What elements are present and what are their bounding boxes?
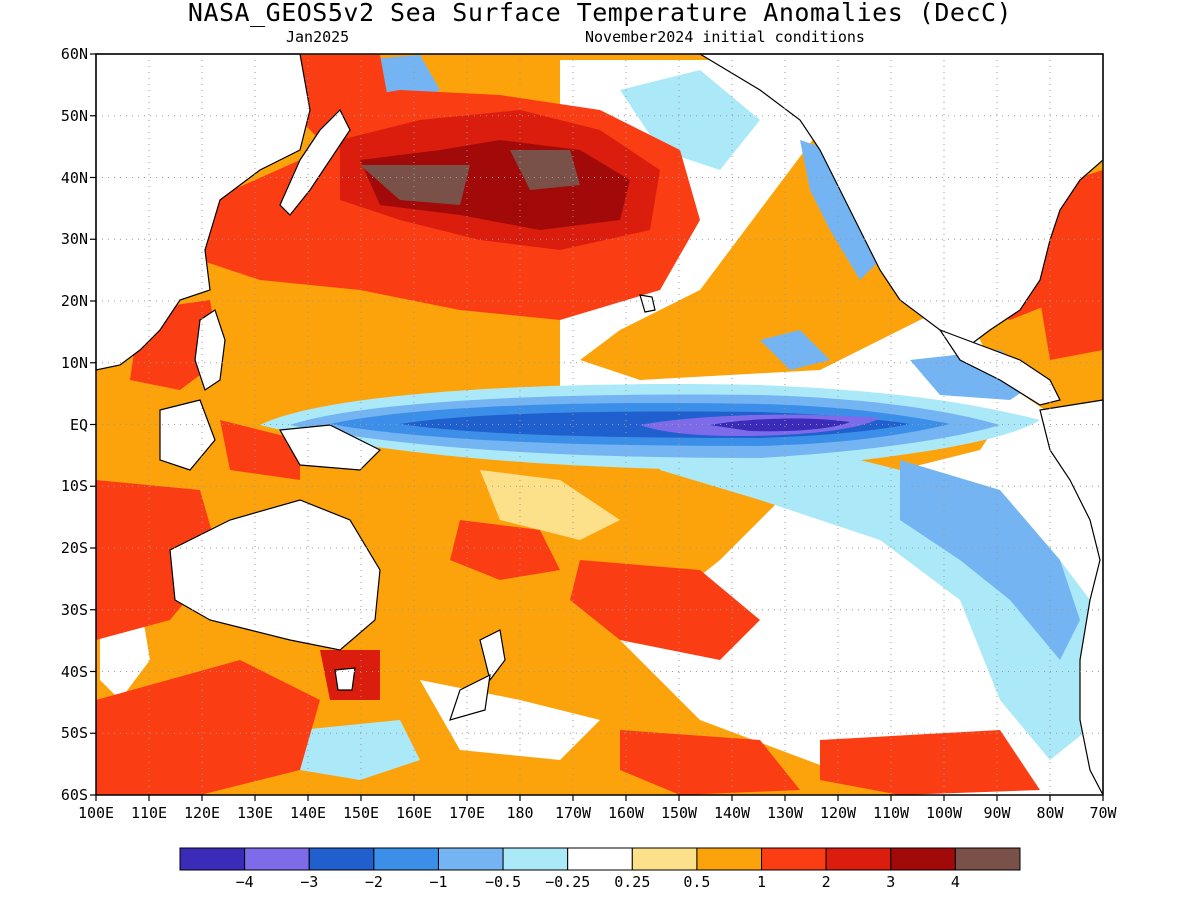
colorbar-tick-label: 3 — [886, 873, 896, 891]
colorbar-tick-label: 4 — [950, 873, 960, 891]
colorbar-tick-label: −3 — [300, 873, 319, 891]
lat-label: 30S — [60, 600, 88, 619]
lat-label: 10N — [60, 353, 88, 372]
lon-label: 130W — [766, 804, 804, 822]
initial-conditions: November2024 initial conditions — [585, 28, 865, 46]
lat-label: 60S — [60, 786, 88, 804]
lat-label: 20N — [60, 292, 88, 310]
lon-label: 120E — [183, 804, 221, 822]
colorbar-swatch — [567, 847, 633, 871]
lon-label: 150W — [660, 804, 698, 822]
colorbar-swatch — [437, 847, 504, 871]
field-south-warm — [96, 420, 1040, 795]
map-title: NASA_GEOS5v2 Sea Surface Temperature Ano… — [187, 0, 1013, 27]
colorbar-tick-label: 0.25 — [614, 873, 651, 891]
japan-island — [279, 108, 351, 216]
new-zealand-north — [479, 629, 506, 682]
lon-label: 140E — [289, 804, 327, 822]
lon-label: 140W — [713, 804, 751, 822]
lon-label: 170E — [448, 804, 486, 822]
lat-label: 10S — [60, 477, 88, 496]
tasmania-island — [334, 667, 356, 691]
colorbar-swatch — [373, 847, 439, 871]
lon-label: 110W — [872, 804, 910, 822]
lon-label: 80W — [1036, 804, 1064, 822]
new-guinea-island — [279, 424, 382, 471]
colorbar-tick-label: 1 — [757, 873, 767, 891]
lon-label: 130E — [236, 804, 274, 822]
australia-continent — [169, 499, 381, 651]
axis-ticks — [90, 53, 1104, 801]
colorbar-swatch — [761, 847, 827, 871]
forecast-month: Jan2025 — [286, 28, 350, 46]
colorbar-tick-label: −2 — [364, 873, 383, 891]
lat-label: 40N — [60, 168, 88, 187]
colorbar-swatch — [696, 847, 763, 871]
colorbar-swatch — [631, 847, 698, 871]
colorbar-tick-label: −1 — [429, 873, 448, 891]
borneo-island — [159, 399, 216, 471]
colorbar-tick-label: −0.5 — [485, 873, 522, 891]
colorbar-swatch — [502, 847, 569, 871]
lon-label: 120W — [819, 804, 857, 822]
colorbar — [179, 847, 1021, 871]
colorbar-swatch — [179, 847, 246, 871]
lat-label: EQ — [69, 415, 88, 434]
lon-label: 100W — [925, 804, 963, 822]
lon-label: 170W — [554, 804, 592, 822]
lon-label: 180 — [506, 804, 534, 822]
lon-label: 100E — [77, 804, 115, 822]
central-america-landmass — [938, 328, 1061, 406]
lat-label: 60N — [60, 45, 88, 63]
colorbar-tick-label: −4 — [235, 873, 254, 891]
colorbar-tick-label: 0.5 — [683, 873, 711, 891]
lon-label: 160W — [607, 804, 645, 822]
colorbar-swatch — [954, 847, 1021, 871]
lat-label: 50S — [60, 724, 88, 743]
hawaii-islands — [639, 294, 656, 313]
colorbar-tick-label: −0.25 — [545, 873, 591, 891]
colorbar-swatch — [308, 847, 375, 871]
lon-label: 90W — [983, 804, 1011, 822]
lon-label: 150E — [342, 804, 380, 822]
lon-label: 110E — [130, 804, 168, 822]
lat-label: 40S — [60, 662, 88, 681]
lat-label: 50N — [60, 106, 88, 125]
colorbar-tick-label: 2 — [821, 873, 831, 891]
lon-label: 160E — [395, 804, 433, 822]
colorbar-swatch — [825, 847, 892, 871]
lat-label: 30N — [60, 230, 88, 249]
lat-label: 20S — [60, 539, 88, 557]
new-zealand-south — [449, 673, 491, 721]
colorbar-swatch — [244, 847, 310, 871]
field-cold-tongue — [260, 384, 1040, 470]
colorbar-swatch — [890, 847, 956, 871]
lon-label: 70W — [1089, 804, 1117, 822]
